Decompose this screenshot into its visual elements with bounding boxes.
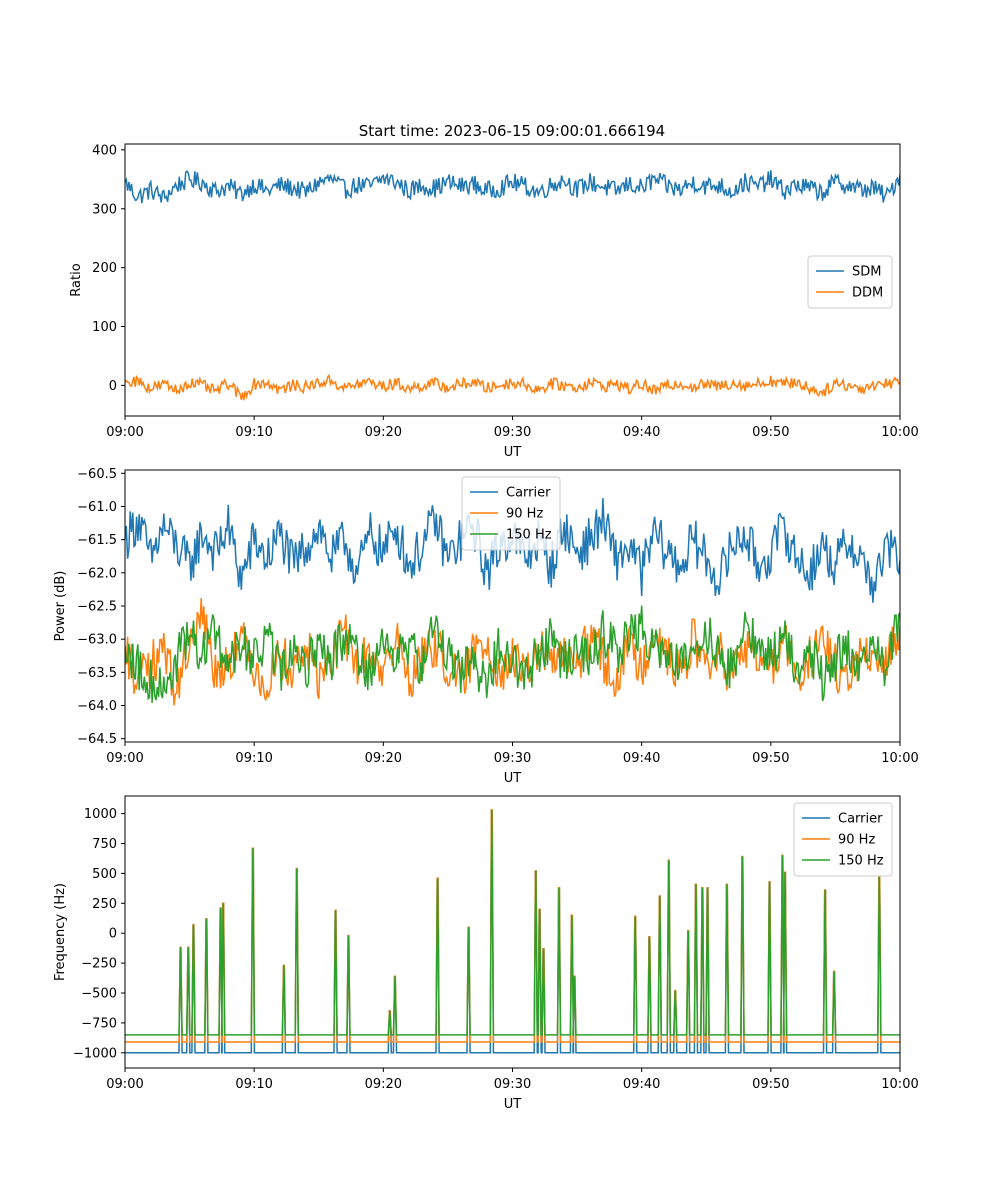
- legend: Carrier 90 Hz 150 Hz: [461, 476, 561, 551]
- y-tick-label: 200: [92, 261, 117, 276]
- legend-label: 90 Hz: [838, 833, 875, 848]
- legend-box: [461, 476, 561, 551]
- series-line-150-hz: [125, 605, 900, 703]
- y-tick-label: 750: [92, 837, 117, 852]
- x-axis-label: UT: [504, 1097, 522, 1112]
- y-tick-label: 1000: [84, 807, 117, 822]
- plot-area: [125, 170, 900, 401]
- series-line-sdm: [125, 170, 900, 204]
- figure-title: Start time: 2023-06-15 09:00:01.666194: [359, 122, 665, 140]
- x-axis-label: UT: [504, 445, 522, 460]
- x-tick-label: 09:30: [494, 751, 531, 766]
- x-tick-label: 10:00: [881, 751, 918, 766]
- legend: SDM DDM: [807, 255, 893, 309]
- x-tick-label: 10:00: [881, 1077, 918, 1092]
- legend-box: [793, 802, 893, 877]
- y-tick-label: −62.5: [77, 600, 117, 615]
- x-tick-label: 09:50: [752, 425, 789, 440]
- legend-box: [807, 255, 893, 309]
- legend-label: 90 Hz: [506, 507, 543, 522]
- x-tick-label: 09:30: [494, 425, 531, 440]
- x-tick-label: 09:00: [106, 425, 143, 440]
- y-tick-label: −63.0: [77, 633, 117, 648]
- x-axis-label: UT: [504, 771, 522, 786]
- y-tick-label: −64.0: [77, 699, 117, 714]
- x-tick-label: 09:30: [494, 1077, 531, 1092]
- x-tick-label: 09:40: [623, 751, 660, 766]
- y-tick-label: 300: [92, 202, 117, 217]
- y-tick-label: 500: [92, 867, 117, 882]
- legend-label: Carrier: [506, 486, 551, 501]
- legend-label: 150 Hz: [838, 854, 884, 869]
- y-tick-label: −62.0: [77, 566, 117, 581]
- x-tick-label: 09:10: [235, 425, 272, 440]
- y-tick-label: −61.0: [77, 500, 117, 515]
- legend: Carrier 90 Hz 150 Hz: [793, 802, 893, 877]
- y-tick-label: 400: [92, 143, 117, 158]
- x-tick-label: 09:10: [235, 751, 272, 766]
- plot-area: [125, 809, 900, 1054]
- legend-label: 150 Hz: [506, 528, 552, 543]
- x-tick-label: 09:40: [623, 425, 660, 440]
- y-tick-label: −64.5: [77, 732, 117, 747]
- x-tick-label: 09:00: [106, 751, 143, 766]
- y-tick-label: −250: [81, 957, 117, 972]
- frequency-chart: 09:00 09:10 09:20 09:30 09:40 09:50 10:00 1000 7…: [53, 795, 919, 1112]
- legend-label: DDM: [852, 286, 883, 301]
- y-tick-label: 100: [92, 320, 117, 335]
- legend-label: Carrier: [838, 812, 883, 827]
- ratio-chart: 09:00 09:10 09:20 09:30 09:40 09:50 10:00 0 100 2…: [69, 143, 919, 460]
- x-tick-label: 09:50: [752, 1077, 789, 1092]
- series-line-ddm: [125, 373, 900, 401]
- y-axis-label: Power (dB): [53, 571, 68, 642]
- x-tick-label: 09:40: [623, 1077, 660, 1092]
- y-axis-label: Frequency (Hz): [53, 883, 68, 981]
- y-tick-label: −750: [81, 1016, 117, 1031]
- y-tick-label: −63.5: [77, 666, 117, 681]
- x-tick-label: 09:20: [365, 751, 402, 766]
- x-tick-label: 09:50: [752, 751, 789, 766]
- y-tick-label: 0: [109, 927, 117, 942]
- x-tick-label: 09:20: [365, 425, 402, 440]
- y-axis-label: Ratio: [69, 263, 84, 296]
- y-tick-label: 250: [92, 897, 117, 912]
- series-line-150-hz: [125, 809, 900, 1036]
- x-tick-label: 09:00: [106, 1077, 143, 1092]
- legend-label: SDM: [852, 265, 881, 280]
- power-chart: 09:00 09:10 09:20 09:30 09:40 09:50 10:00 −60.5…: [53, 467, 919, 786]
- x-tick-label: 10:00: [881, 425, 918, 440]
- y-tick-label: −60.5: [77, 467, 117, 482]
- y-tick-label: 0: [109, 379, 117, 394]
- y-tick-label: −1000: [73, 1046, 117, 1061]
- x-tick-label: 09:10: [235, 1077, 272, 1092]
- y-tick-label: −61.5: [77, 533, 117, 548]
- y-tick-label: −500: [81, 987, 117, 1002]
- x-tick-label: 09:20: [365, 1077, 402, 1092]
